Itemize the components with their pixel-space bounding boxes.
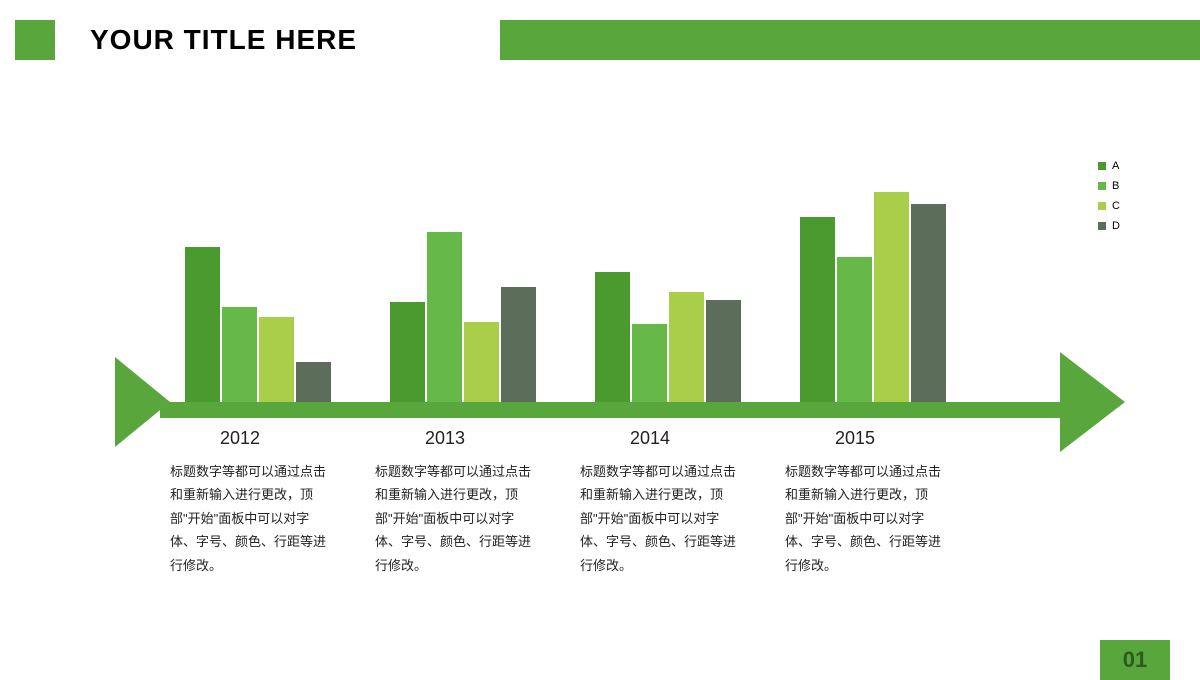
arrow-bar (160, 402, 1070, 418)
legend-label: C (1112, 200, 1120, 212)
legend-swatch (1098, 222, 1106, 230)
legend-swatch (1098, 162, 1106, 170)
bar-B (837, 257, 872, 402)
legend-swatch (1098, 182, 1106, 190)
bar-A (595, 272, 630, 402)
bar-D (501, 287, 536, 402)
bar-group (595, 272, 741, 402)
bar-group (185, 247, 331, 402)
bar-A (800, 217, 835, 402)
group-description: 标题数字等都可以通过点击和重新输入进行更改，顶部"开始"面板中可以对字体、字号、… (375, 460, 580, 577)
legend-item: B (1098, 180, 1120, 192)
legend-swatch (1098, 202, 1106, 210)
bar-A (185, 247, 220, 402)
legend-label: A (1112, 160, 1119, 172)
bar-chart (130, 160, 1070, 410)
year-labels-row: 2012 2013 2014 2015 (170, 428, 990, 449)
bar-D (706, 300, 741, 402)
legend-item: C (1098, 200, 1120, 212)
bar-A (390, 302, 425, 402)
year-label: 2013 (375, 428, 580, 449)
chart-legend: A B C D (1098, 160, 1120, 240)
bar-D (911, 204, 946, 402)
page-number: 01 (1123, 647, 1147, 673)
bar-C (874, 192, 909, 402)
arrow-head-icon (1060, 352, 1125, 452)
legend-item: A (1098, 160, 1120, 172)
header-accent-square (15, 20, 55, 60)
bar-C (669, 292, 704, 402)
legend-label: B (1112, 180, 1119, 192)
group-description: 标题数字等都可以通过点击和重新输入进行更改，顶部"开始"面板中可以对字体、字号、… (785, 460, 990, 577)
bar-C (464, 322, 499, 402)
bar-group (390, 232, 536, 402)
bar-B (632, 324, 667, 402)
legend-item: D (1098, 220, 1120, 232)
bar-group (800, 192, 946, 402)
descriptions-row: 标题数字等都可以通过点击和重新输入进行更改，顶部"开始"面板中可以对字体、字号、… (170, 460, 990, 577)
page-number-badge: 01 (1100, 640, 1170, 680)
bar-B (222, 307, 257, 402)
bar-C (259, 317, 294, 402)
year-label: 2012 (170, 428, 375, 449)
legend-label: D (1112, 220, 1120, 232)
year-label: 2015 (785, 428, 990, 449)
group-description: 标题数字等都可以通过点击和重新输入进行更改，顶部"开始"面板中可以对字体、字号、… (580, 460, 785, 577)
bar-D (296, 362, 331, 402)
bar-B (427, 232, 462, 402)
header-accent-bar (500, 20, 1200, 60)
group-description: 标题数字等都可以通过点击和重新输入进行更改，顶部"开始"面板中可以对字体、字号、… (170, 460, 375, 577)
page-title: YOUR TITLE HERE (90, 24, 357, 56)
year-label: 2014 (580, 428, 785, 449)
